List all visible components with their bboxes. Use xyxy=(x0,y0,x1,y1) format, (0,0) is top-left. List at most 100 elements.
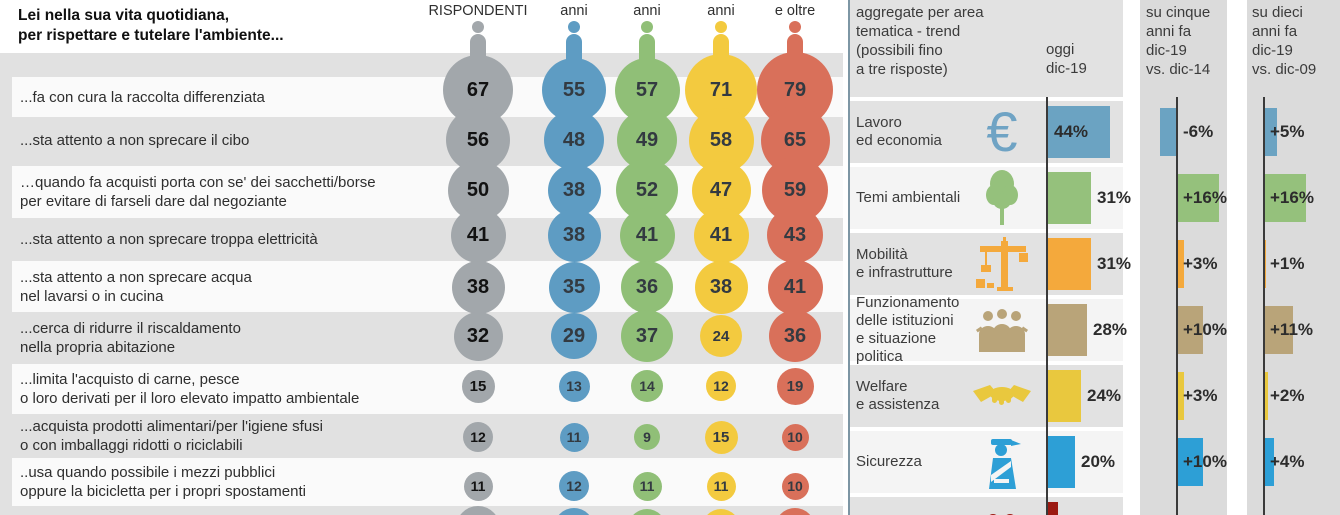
bubble-value: 67 xyxy=(466,78,490,101)
row-separator xyxy=(848,295,1123,299)
bubble-value: 36 xyxy=(783,324,807,347)
axis-line-5y xyxy=(1176,97,1178,515)
bubble: 11 xyxy=(632,471,662,501)
crane-icon xyxy=(962,233,1042,295)
trend-value-5y: +3% xyxy=(1183,386,1218,405)
trend-value-10y: +4% xyxy=(1270,452,1305,471)
bubble-value: 71 xyxy=(709,78,733,101)
today-value: 20% xyxy=(1081,452,1116,471)
bubble-value: 11 xyxy=(713,478,729,494)
bubble-value: 58 xyxy=(709,128,733,151)
today-value: 24% xyxy=(1087,386,1122,405)
bubble: 15 xyxy=(461,369,495,403)
area-label: Lavoro ed economia xyxy=(856,114,942,149)
row-separator xyxy=(848,427,1123,431)
bubble-value: 32 xyxy=(466,324,490,347)
bubble: 41 xyxy=(450,207,506,263)
bubble xyxy=(702,509,740,515)
tree-icon xyxy=(962,167,1042,229)
trend-value-5y: -6% xyxy=(1183,122,1214,141)
bubble-value: 11 xyxy=(639,478,655,494)
bubble-value: 56 xyxy=(466,128,490,151)
right-panel-edge-line xyxy=(848,0,850,515)
trend-bar-10y xyxy=(1263,438,1274,486)
bubble: 11 xyxy=(706,471,736,501)
bubble: 71 xyxy=(685,54,757,126)
euro-icon: € xyxy=(986,100,1018,163)
row-label: ...sta attento a non sprecare troppa ele… xyxy=(20,230,318,248)
today-value: 28% xyxy=(1093,320,1128,339)
trend-value-10y: +11% xyxy=(1270,320,1314,339)
today-bar xyxy=(1046,304,1087,356)
bubble: 41 xyxy=(693,207,749,263)
today-bar xyxy=(1046,238,1091,290)
trend-bar-10y xyxy=(1263,306,1293,354)
bubble xyxy=(628,509,666,515)
bubble-value: 11 xyxy=(470,478,486,494)
bubble: 15 xyxy=(704,420,738,454)
bubble-value: 52 xyxy=(635,178,659,201)
institutions-people-icon xyxy=(962,299,1042,361)
bubble: 9 xyxy=(634,424,660,450)
area-label: Sicurezza xyxy=(856,453,922,470)
bubble-value: 10 xyxy=(787,478,803,494)
person-icon xyxy=(472,21,484,33)
bubble: 36 xyxy=(621,261,673,313)
right-header-block xyxy=(848,0,1123,97)
trend-value-5y: +10% xyxy=(1183,320,1227,339)
bubble: 41 xyxy=(619,207,675,263)
bubble: 14 xyxy=(631,370,663,402)
bubble: 19 xyxy=(776,367,814,405)
trend-value-5y: +3% xyxy=(1183,254,1218,273)
row-separator xyxy=(848,163,1123,167)
bubble: 10 xyxy=(781,423,809,451)
bubble-value: 57 xyxy=(635,78,659,101)
bubble: 32 xyxy=(453,311,503,361)
row-label: ...acquista prodotti alimentari/per l'ig… xyxy=(20,418,324,454)
bubble: 38 xyxy=(547,208,601,262)
right-panel-header: aggregate per area tematica - trend (pos… xyxy=(856,4,984,78)
bubble-value: 41 xyxy=(709,223,733,246)
trend-bar-10y xyxy=(1263,174,1306,222)
row-band xyxy=(12,458,843,506)
bubble-value: 55 xyxy=(562,78,586,101)
bubble: 57 xyxy=(614,57,680,123)
row-label: ...sta attento a non sprecare il cibo xyxy=(20,131,250,149)
bubble: 29 xyxy=(551,313,597,359)
bubble: 12 xyxy=(559,471,589,501)
trend-value-10y: +5% xyxy=(1270,122,1305,141)
bubble: 35 xyxy=(548,261,600,313)
axis-line-today xyxy=(1046,97,1048,515)
today-bar xyxy=(1046,106,1110,158)
bubble-value: 41 xyxy=(783,275,807,298)
bubble-value: 38 xyxy=(709,275,733,298)
today-value: 44% xyxy=(1054,122,1089,141)
column-header-5-anni: su cinque anni fa dic-19 vs. dic-14 xyxy=(1146,4,1211,78)
column-header-rispondenti: RISPONDENTI xyxy=(428,3,528,19)
bubble: 11 xyxy=(463,471,493,501)
bubble-value: 24 xyxy=(712,327,730,345)
row-separator xyxy=(848,97,1123,101)
bubble-value: 38 xyxy=(562,223,586,246)
bubble xyxy=(775,508,815,515)
trend-bar-10y xyxy=(1263,108,1277,156)
person-icon xyxy=(789,21,801,33)
left-panel-title: Lei nella sua vita quotidiana, per rispe… xyxy=(18,7,284,44)
row-label: ...sta attento a non sprecare acqua nel … xyxy=(20,268,252,305)
trend-value-10y: +2% xyxy=(1270,386,1305,405)
panel-divider xyxy=(843,0,848,515)
bubble: 58 xyxy=(688,107,754,173)
police-officer-icon xyxy=(962,431,1042,493)
bubble-value: 59 xyxy=(783,178,807,201)
row-label: …quando fa acquisti porta con se' dei sa… xyxy=(20,174,376,210)
person-icon xyxy=(568,21,580,33)
today-value: 31% xyxy=(1097,254,1132,273)
area-label: Temi ambientali xyxy=(856,189,961,206)
row-label: ...fa con cura la raccolta differenziata xyxy=(20,88,265,106)
row-band xyxy=(12,364,843,414)
bubble-value: 12 xyxy=(470,429,486,445)
row-separator xyxy=(848,229,1123,233)
trend-bar-10y xyxy=(1263,372,1268,420)
handshake-icon xyxy=(962,365,1042,427)
bubble-value: 15 xyxy=(712,428,730,446)
